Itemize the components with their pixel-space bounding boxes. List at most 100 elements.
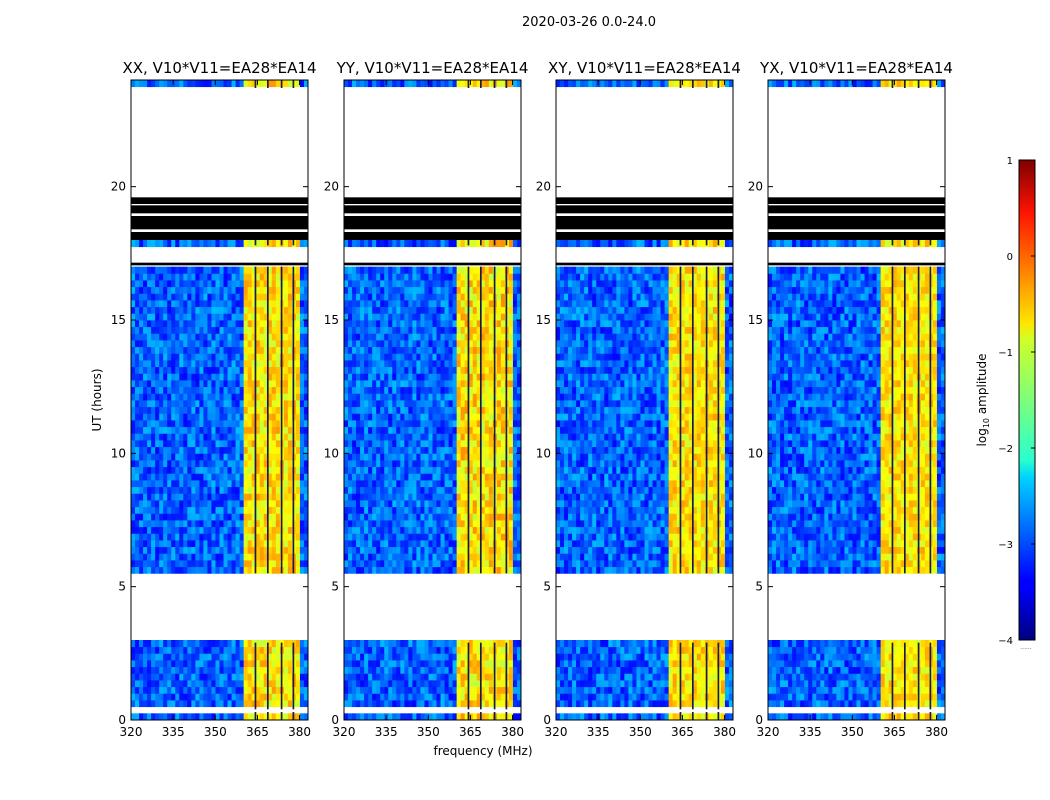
heatmap-cell	[360, 540, 365, 548]
heatmap-cell	[424, 333, 429, 341]
heatmap-cell	[231, 326, 236, 334]
heatmap-cell	[263, 293, 269, 301]
heatmap-cell	[211, 446, 216, 454]
heatmap-cell	[408, 460, 413, 468]
heatmap-cell	[480, 640, 486, 648]
heatmap-cell	[444, 293, 449, 301]
heatmap-cell	[199, 273, 204, 281]
heatmap-cell	[179, 280, 184, 288]
heatmap-cell	[299, 500, 305, 508]
heatmap-cell	[235, 540, 241, 548]
heatmap-cell	[516, 713, 522, 721]
heatmap-cell	[227, 373, 232, 381]
flagged-time-band	[131, 262, 308, 266]
heatmap-cell	[139, 433, 144, 441]
heatmap-cell	[143, 280, 148, 288]
heatmap-cell	[187, 553, 192, 561]
heatmap-cell	[247, 680, 253, 688]
heatmap-cell	[352, 660, 357, 668]
heatmap-cell	[271, 426, 277, 434]
heatmap-cell	[392, 566, 397, 574]
heatmap-cell	[512, 560, 518, 568]
heatmap-cell	[195, 80, 200, 88]
heatmap-cell	[488, 406, 494, 414]
heatmap-cell	[404, 566, 409, 574]
heatmap-cell	[352, 640, 357, 648]
heatmap-cell	[456, 400, 462, 408]
heatmap-cell	[396, 333, 401, 341]
heatmap-cell	[159, 546, 164, 554]
heatmap-cell	[348, 326, 353, 334]
heatmap-cell	[191, 693, 196, 701]
heatmap-cell	[396, 680, 401, 688]
heatmap-cell	[408, 420, 413, 428]
heatmap-cell	[444, 466, 449, 474]
heatmap-cell	[175, 493, 180, 501]
heatmap-cell	[352, 326, 357, 334]
heatmap-cell	[464, 566, 470, 574]
heatmap-cell	[416, 393, 421, 401]
heatmap-cell	[183, 653, 188, 661]
heatmap-cell	[472, 553, 478, 561]
heatmap-cell	[464, 646, 470, 654]
heatmap-cell	[267, 393, 273, 401]
heatmap-cell	[488, 433, 494, 441]
heatmap-cell	[512, 700, 518, 708]
heatmap-cell	[211, 266, 216, 274]
heatmap-cell	[488, 566, 494, 574]
heatmap-cell	[420, 700, 425, 708]
heatmap-cell	[263, 346, 269, 354]
heatmap-cell	[444, 686, 449, 694]
heatmap-cell	[263, 506, 269, 514]
heatmap-cell	[472, 306, 478, 314]
heatmap-cell	[275, 380, 281, 388]
heatmap-cell	[436, 553, 441, 561]
heatmap-cell	[235, 493, 241, 501]
heatmap-cell	[171, 360, 176, 368]
heatmap-cell	[235, 413, 241, 421]
heatmap-cell	[259, 333, 265, 341]
heatmap-cell	[464, 293, 470, 301]
heatmap-cell	[175, 313, 180, 321]
heatmap-cell	[259, 386, 265, 394]
heatmap-cell	[516, 306, 522, 314]
heatmap-cell	[263, 433, 269, 441]
heatmap-cell	[352, 466, 357, 474]
heatmap-cell	[376, 293, 381, 301]
heatmap-cell	[211, 333, 216, 341]
heatmap-cell	[255, 666, 261, 674]
heatmap-cell	[227, 686, 232, 694]
heatmap-cell	[436, 700, 441, 708]
heatmap-cell	[516, 366, 522, 374]
heatmap-cell	[456, 326, 462, 334]
heatmap-cell	[171, 300, 176, 308]
heatmap-cell	[283, 426, 289, 434]
heatmap-cell	[275, 306, 281, 314]
heatmap-cell	[147, 286, 152, 294]
heatmap-cell	[199, 433, 204, 441]
heatmap-cell	[227, 400, 232, 408]
heatmap-cell	[171, 313, 176, 321]
heatmap-cell	[191, 340, 196, 348]
heatmap-cell	[131, 680, 136, 688]
heatmap-cell	[400, 480, 405, 488]
heatmap-cell	[295, 426, 301, 434]
heatmap-cell	[464, 440, 470, 448]
heatmap-cell	[271, 320, 277, 328]
heatmap-cell	[472, 506, 478, 514]
flagged-channel-line	[292, 266, 295, 574]
heatmap-cell	[428, 366, 433, 374]
heatmap-cell	[456, 420, 462, 428]
heatmap-cell	[191, 700, 196, 708]
heatmap-cell	[392, 440, 397, 448]
heatmap-cell	[191, 540, 196, 548]
heatmap-cell	[175, 533, 180, 541]
heatmap-cell	[396, 353, 401, 361]
heatmap-cell	[259, 273, 265, 281]
heatmap-cell	[456, 360, 462, 368]
heatmap-cell	[440, 486, 445, 494]
heatmap-cell	[175, 646, 180, 654]
heatmap-cell	[175, 673, 180, 681]
heatmap-cell	[243, 373, 249, 381]
heatmap-cell	[171, 240, 176, 248]
